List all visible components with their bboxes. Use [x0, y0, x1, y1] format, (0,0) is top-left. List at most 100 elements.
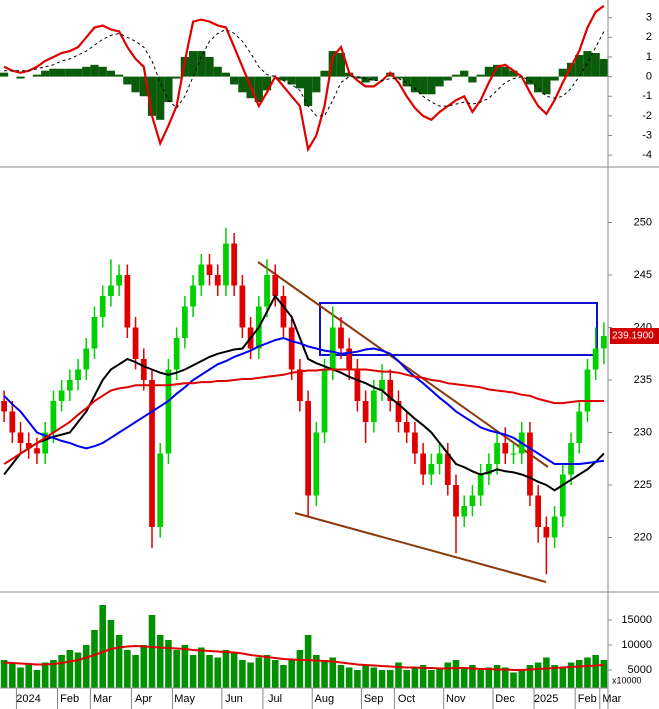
histogram-bar	[419, 76, 428, 95]
line	[4, 28, 605, 117]
candle-body	[592, 348, 599, 370]
volume-bar	[280, 665, 287, 688]
candle-body	[354, 369, 361, 401]
candle-body	[412, 432, 418, 454]
histogram-bar	[123, 76, 132, 85]
volume-bar	[132, 655, 139, 688]
candle-body	[321, 369, 328, 433]
x-tick-label: Mar	[602, 693, 621, 705]
histogram-bar	[254, 76, 263, 103]
candle-body	[395, 401, 402, 422]
volume-bar	[214, 657, 222, 688]
histogram-bar	[139, 76, 148, 97]
macd-panel	[0, 5, 608, 153]
candle-body	[338, 327, 344, 349]
volume-bar	[9, 662, 16, 688]
histogram-bar	[394, 76, 403, 79]
volume-bar	[124, 650, 131, 688]
candle-body	[99, 296, 106, 317]
y-tick-label: 230	[634, 426, 652, 438]
candle-body	[272, 275, 279, 296]
candle-body	[543, 527, 550, 538]
volume-bar	[584, 657, 591, 688]
volume-bar	[222, 650, 230, 688]
x-tick-label: Oct	[398, 693, 415, 705]
histogram-bar	[575, 55, 584, 77]
volume-bar	[181, 645, 189, 688]
candle-body	[469, 495, 476, 506]
candle-body	[66, 380, 73, 391]
histogram-bar	[0, 72, 9, 77]
price-panel	[1, 227, 607, 583]
candle-body	[280, 296, 287, 328]
candle-body	[502, 443, 509, 454]
volume-bar	[419, 665, 427, 688]
volume-bar	[477, 670, 484, 688]
histogram-bar	[164, 76, 173, 103]
y-tick-label: 5000	[628, 664, 652, 676]
candle-body	[116, 275, 123, 286]
candle-body	[214, 275, 221, 286]
x-tick-label: Jul	[268, 693, 282, 705]
candle-body	[108, 285, 114, 296]
candle-body	[58, 390, 65, 401]
histogram-bar	[451, 74, 461, 77]
histogram-bar	[106, 70, 116, 77]
candle-body	[264, 275, 270, 307]
volume-bar	[485, 667, 493, 688]
x-tick-label: Nov	[446, 693, 466, 705]
line	[3, 294, 605, 492]
volume-bar	[156, 635, 164, 688]
candle-body	[17, 432, 24, 443]
candle-body	[494, 443, 500, 464]
y-tick-label: 220	[634, 531, 652, 543]
y-tick-label: -2	[642, 110, 652, 122]
histogram-bar	[336, 53, 346, 77]
volume-bar	[99, 605, 106, 688]
volume-bar	[58, 655, 65, 688]
candle-body	[132, 327, 139, 359]
y-tick-label: 10000	[621, 639, 652, 651]
candle-body	[444, 453, 451, 485]
last-price-label: 239.1900	[612, 331, 654, 342]
volume-bar	[543, 657, 550, 688]
candle-body	[9, 411, 16, 433]
x-tick-label: Apr	[135, 693, 152, 705]
candle-body	[124, 275, 131, 328]
histogram-bar	[197, 51, 206, 77]
histogram-bar	[476, 74, 485, 77]
volume-bar	[165, 640, 172, 688]
volume-bar	[0, 660, 8, 688]
candle-body	[305, 401, 311, 496]
candle-body	[428, 464, 435, 475]
candle-body	[239, 285, 246, 328]
candle-body	[206, 264, 213, 275]
volume-bar	[559, 667, 567, 688]
histogram-bar	[57, 68, 66, 77]
candle-body	[568, 443, 574, 475]
histogram-bar	[550, 76, 559, 81]
volume-bar	[66, 650, 74, 688]
volume-bar	[337, 665, 345, 688]
candle-body	[576, 411, 583, 443]
candle-body	[149, 380, 155, 527]
volume-bar	[354, 670, 361, 688]
histogram-bar	[188, 51, 198, 77]
volume-bar	[469, 665, 476, 688]
candle-body	[403, 422, 410, 433]
candle-body	[75, 369, 81, 380]
last-price-tag	[610, 328, 659, 345]
histogram-bar	[230, 76, 239, 85]
volume-bar	[247, 662, 254, 688]
volume-bar	[33, 670, 41, 688]
candle-body	[346, 348, 353, 370]
x-tick-label: Feb	[60, 693, 79, 705]
histogram-bar	[443, 76, 452, 81]
candle-body	[25, 443, 32, 449]
line	[3, 5, 605, 153]
volume-bar	[82, 645, 90, 688]
volume-bar	[411, 667, 419, 688]
y-tick-label: 0	[646, 71, 652, 83]
candle-body	[223, 243, 229, 286]
